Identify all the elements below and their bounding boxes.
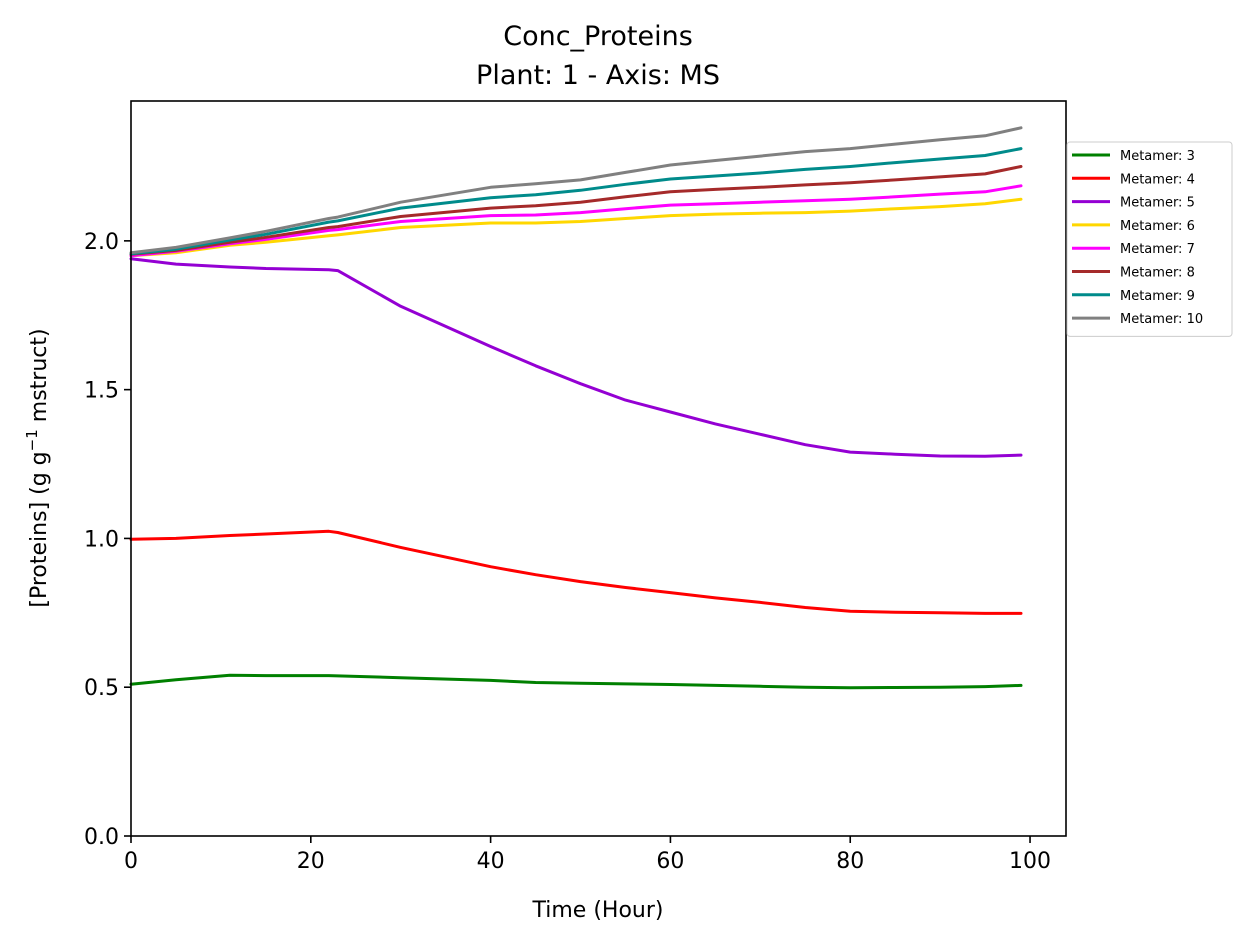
x-axis: 0 20 40 60 80 100 xyxy=(124,836,1051,874)
y-tick-label: 1.5 xyxy=(84,379,119,404)
legend: Metamer: 3 Metamer: 4 Metamer: 5 Metamer: 6… xyxy=(1066,141,1233,337)
legend-frame xyxy=(1066,141,1233,337)
y-tick-label: 2.0 xyxy=(84,230,119,255)
legend-label: Metamer: 5 xyxy=(1120,196,1195,211)
legend-label: Metamer: 9 xyxy=(1120,289,1195,304)
y-tick-label: 0.0 xyxy=(84,825,119,850)
series-line-metamer-4 xyxy=(129,529,1023,615)
plot-frame xyxy=(130,100,1067,837)
series-line-metamer-3 xyxy=(129,673,1023,690)
legend-label: Metamer: 4 xyxy=(1120,172,1195,187)
series-line-metamer-9 xyxy=(129,147,1023,256)
y-axis-label-tail: mstruct) xyxy=(27,328,52,429)
x-axis-label: Time (Hour) xyxy=(532,898,664,923)
x-tick-label: 60 xyxy=(656,849,684,874)
legend-label: Metamer: 3 xyxy=(1120,149,1195,164)
y-axis: 0.0 0.5 1.0 1.5 2.0 xyxy=(84,230,131,850)
y-axis-label-superscript: −1 xyxy=(23,429,41,451)
y-tick-label: 0.5 xyxy=(84,676,119,701)
legend-label: Metamer: 10 xyxy=(1120,312,1203,327)
legend-label: Metamer: 7 xyxy=(1120,242,1195,257)
y-tick-label: 1.0 xyxy=(84,527,119,552)
series-group xyxy=(129,126,1023,690)
y-axis-label-main: [Proteins] (g g xyxy=(27,451,52,607)
y-axis-label: [Proteins] (g g−1 mstruct) xyxy=(23,328,52,607)
series-line-metamer-7 xyxy=(129,184,1023,258)
x-tick-label: 0 xyxy=(124,849,138,874)
series-line-metamer-6 xyxy=(129,197,1023,258)
chart-title: Conc_Proteins xyxy=(503,21,693,52)
chart-subtitle: Plant: 1 - Axis: MS xyxy=(476,60,720,91)
series-line-metamer-8 xyxy=(129,165,1023,256)
series-line-metamer-10 xyxy=(129,126,1023,255)
x-tick-label: 40 xyxy=(477,849,505,874)
x-tick-label: 100 xyxy=(1009,849,1051,874)
x-tick-label: 80 xyxy=(836,849,864,874)
series-line-metamer-5 xyxy=(129,257,1023,458)
legend-label: Metamer: 6 xyxy=(1120,219,1195,234)
x-tick-label: 20 xyxy=(297,849,325,874)
legend-label: Metamer: 8 xyxy=(1120,266,1195,281)
